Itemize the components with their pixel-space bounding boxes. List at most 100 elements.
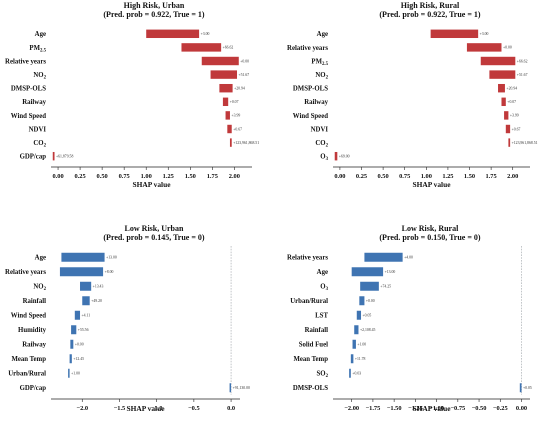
bar xyxy=(146,29,200,39)
category-label: LST xyxy=(315,313,328,320)
x-tick-label: 1.00 xyxy=(421,173,432,180)
data-label: +61,879.58 xyxy=(56,155,73,160)
data-label: +0.07 xyxy=(507,100,516,104)
category-label: PM2.5 xyxy=(311,58,328,67)
category-label: NO2 xyxy=(33,72,46,81)
data-label: +3.00 xyxy=(201,32,210,36)
category-label: GDP/cap xyxy=(20,154,47,161)
data-label: +0.00 xyxy=(503,46,512,50)
bar xyxy=(201,56,239,66)
category-label: Wind Speed xyxy=(11,313,46,320)
data-label: +0.67 xyxy=(512,127,521,131)
category-label: CO2 xyxy=(33,140,46,149)
category-label: Wind Speed xyxy=(11,113,46,120)
bar xyxy=(498,83,505,93)
category-label: PM2.5 xyxy=(29,45,46,54)
category-label: Age xyxy=(317,31,328,38)
category-label: Relative years xyxy=(287,255,328,262)
x-tick-label: 0.00 xyxy=(52,173,63,180)
data-label: +0.00 xyxy=(75,343,84,347)
x-tick-label: 0.25 xyxy=(74,173,85,180)
category-label: Age xyxy=(317,269,328,276)
data-label: +12.45 xyxy=(73,357,84,361)
category-label: Mean Temp xyxy=(293,356,328,363)
data-label: +51.67 xyxy=(517,73,528,77)
bar xyxy=(354,325,359,335)
data-label: +20.94 xyxy=(234,87,245,91)
x-tick-label: 0.75 xyxy=(119,173,130,180)
x-tick-label: −1.0 xyxy=(151,405,163,412)
chart-subtitle: (Pred. prob = 0.922, True = 1) xyxy=(103,10,205,19)
data-label: +3.00 xyxy=(480,32,489,36)
data-label: +1.00 xyxy=(357,343,366,347)
data-label: +3.99 xyxy=(510,114,519,118)
bar xyxy=(501,97,506,107)
bar xyxy=(70,339,74,349)
x-tick-label: −1.50 xyxy=(387,405,402,412)
data-label: +0.07 xyxy=(230,100,239,104)
bar xyxy=(222,97,229,107)
bar xyxy=(489,70,516,79)
bar xyxy=(430,29,479,39)
data-label: +123,961,868.51 xyxy=(512,141,538,146)
x-tick-label: 0.50 xyxy=(97,173,108,180)
chart-title: High Risk, Urban xyxy=(124,1,185,10)
bar xyxy=(227,124,232,134)
bar xyxy=(219,83,233,93)
bar xyxy=(71,325,77,335)
category-label: Solid Fuel xyxy=(299,342,328,349)
category-label: Railway xyxy=(22,342,46,349)
data-label: +2,108.45 xyxy=(360,328,376,333)
x-tick-label: 1.50 xyxy=(464,173,475,180)
x-tick-label: −0.25 xyxy=(493,405,508,412)
chart-panel-1: High Risk, Urban(Pred. prob = 0.922, Tru… xyxy=(5,1,259,189)
x-tick-label: −0.50 xyxy=(472,405,487,412)
bar xyxy=(229,383,232,393)
data-label: +69.00 xyxy=(339,155,350,159)
x-tick-label: −2.00 xyxy=(344,405,359,412)
category-label: Urban/Rural xyxy=(290,298,328,305)
bar xyxy=(505,124,511,134)
x-tick-label: −1.00 xyxy=(429,405,444,412)
x-tick-label: 0.00 xyxy=(516,405,527,412)
category-label: Mean Temp xyxy=(11,356,46,363)
chart-panel-3: Low Risk, Urban(Pred. prob = 0.145, True… xyxy=(5,224,250,413)
x-tick-label: 0.50 xyxy=(378,173,389,180)
data-label: +55.56 xyxy=(78,328,89,332)
x-tick-label: 1.75 xyxy=(486,173,497,180)
bar xyxy=(210,70,238,79)
category-label: NDVI xyxy=(29,126,47,133)
data-label: +0.00 xyxy=(240,59,249,63)
data-label: +20.94 xyxy=(506,87,517,91)
category-label: GDP/cap xyxy=(20,385,47,392)
chart-panel-2: High Risk, Rural(Pred. prob = 0.922, Tru… xyxy=(287,1,538,189)
bar xyxy=(508,138,511,147)
x-tick-label: −2.0 xyxy=(76,405,88,412)
category-label: Relative years xyxy=(5,58,46,65)
x-tick-label: 2.00 xyxy=(229,173,240,180)
category-label: Railway xyxy=(22,99,46,106)
bar xyxy=(82,296,90,306)
bar xyxy=(80,281,92,291)
x-tick-label: −0.5 xyxy=(188,405,200,412)
bar xyxy=(352,339,356,349)
x-tick-label: −1.5 xyxy=(114,405,126,412)
x-tick-label: 1.25 xyxy=(442,173,453,180)
bar xyxy=(68,368,70,378)
category-label: Urban/Rural xyxy=(8,371,46,378)
category-label: Relative years xyxy=(5,269,46,276)
data-label: +0.05 xyxy=(363,314,372,318)
bar xyxy=(59,267,104,277)
bar xyxy=(480,56,516,66)
bar xyxy=(351,267,384,277)
chart-subtitle: (Pred. prob = 0.145, True = 0) xyxy=(103,233,205,242)
category-label: Age xyxy=(35,255,46,262)
bar xyxy=(364,252,403,262)
data-label: +66.62 xyxy=(517,59,528,63)
data-label: +91,130.00 xyxy=(233,386,250,391)
bar xyxy=(504,111,509,120)
data-label: +13.00 xyxy=(385,270,396,274)
bar xyxy=(349,368,351,378)
category-label: Rainfall xyxy=(23,298,47,305)
data-label: +51.67 xyxy=(239,73,250,77)
